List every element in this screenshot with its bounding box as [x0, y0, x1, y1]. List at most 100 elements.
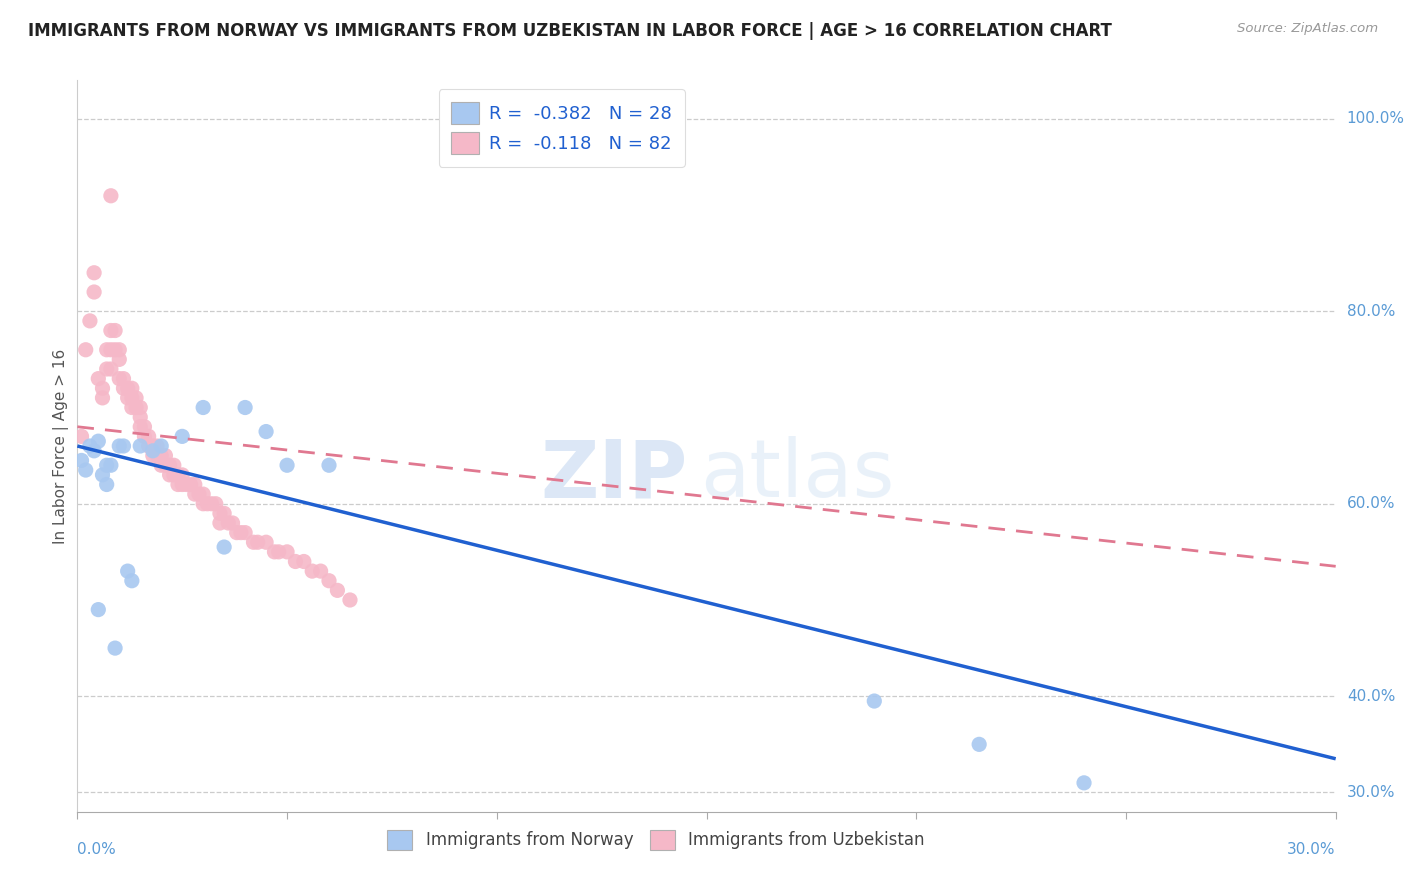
Text: 0.0%: 0.0% — [77, 842, 117, 857]
Point — [188, 487, 211, 501]
Point — [125, 391, 148, 405]
Point — [163, 467, 186, 482]
Point — [104, 641, 127, 656]
Point — [155, 458, 177, 473]
Point — [79, 314, 101, 328]
Point — [134, 429, 156, 443]
Point — [87, 434, 110, 449]
Point — [167, 467, 190, 482]
Text: atlas: atlas — [700, 436, 894, 515]
Point — [217, 516, 239, 530]
Point — [159, 467, 181, 482]
Point — [150, 439, 173, 453]
Point — [146, 449, 169, 463]
Text: IMMIGRANTS FROM NORWAY VS IMMIGRANTS FROM UZBEKISTAN IN LABOR FORCE | AGE > 16 C: IMMIGRANTS FROM NORWAY VS IMMIGRANTS FRO… — [28, 22, 1112, 40]
Point — [163, 458, 186, 473]
Point — [276, 545, 298, 559]
Point — [1073, 776, 1095, 790]
Point — [79, 439, 101, 453]
Point — [150, 449, 173, 463]
Point — [172, 467, 194, 482]
Point — [212, 540, 235, 554]
Point — [200, 497, 222, 511]
Point — [108, 352, 131, 367]
Point — [184, 487, 207, 501]
Point — [100, 458, 122, 473]
Point — [104, 343, 127, 357]
Point — [208, 516, 231, 530]
Point — [91, 467, 114, 482]
Point — [180, 477, 202, 491]
Point — [142, 449, 165, 463]
Point — [112, 381, 135, 395]
Point — [233, 525, 256, 540]
Point — [229, 525, 252, 540]
Point — [129, 419, 152, 434]
Point — [100, 343, 122, 357]
Text: 40.0%: 40.0% — [1347, 689, 1395, 704]
Point — [254, 535, 277, 549]
Point — [138, 439, 160, 453]
Point — [83, 443, 105, 458]
Point — [134, 419, 156, 434]
Point — [108, 371, 131, 385]
Text: 80.0%: 80.0% — [1347, 304, 1395, 318]
Point — [91, 381, 114, 395]
Point — [339, 593, 361, 607]
Point — [121, 574, 143, 588]
Point — [70, 453, 93, 467]
Text: 30.0%: 30.0% — [1288, 842, 1336, 857]
Point — [129, 439, 152, 453]
Text: 100.0%: 100.0% — [1347, 112, 1405, 127]
Point — [75, 463, 97, 477]
Point — [191, 497, 215, 511]
Point — [863, 694, 886, 708]
Point — [117, 564, 139, 578]
Point — [121, 391, 143, 405]
Point — [155, 449, 177, 463]
Point — [150, 458, 173, 473]
Point — [326, 583, 349, 598]
Point — [195, 497, 218, 511]
Point — [263, 545, 285, 559]
Point — [121, 381, 143, 395]
Point — [112, 371, 135, 385]
Point — [967, 737, 990, 751]
Point — [172, 477, 194, 491]
Point — [70, 429, 93, 443]
Point — [108, 343, 131, 357]
Point — [176, 477, 198, 491]
Point — [301, 564, 323, 578]
Point — [172, 429, 194, 443]
Point — [100, 324, 122, 338]
Point — [276, 458, 298, 473]
Point — [208, 507, 231, 521]
Point — [104, 324, 127, 338]
Point — [87, 371, 110, 385]
Point — [100, 188, 122, 202]
Point — [129, 401, 152, 415]
Text: 60.0%: 60.0% — [1347, 496, 1395, 511]
Point — [191, 401, 215, 415]
Point — [318, 458, 340, 473]
Text: Source: ZipAtlas.com: Source: ZipAtlas.com — [1237, 22, 1378, 36]
Legend: Immigrants from Norway, Immigrants from Uzbekistan: Immigrants from Norway, Immigrants from … — [380, 822, 934, 858]
Point — [125, 401, 148, 415]
Point — [159, 458, 181, 473]
Point — [138, 429, 160, 443]
Point — [233, 401, 256, 415]
Point — [121, 401, 143, 415]
Point — [225, 525, 247, 540]
Point — [117, 381, 139, 395]
Point — [83, 266, 105, 280]
Point — [112, 439, 135, 453]
Point — [284, 554, 307, 568]
Point — [117, 391, 139, 405]
Point — [318, 574, 340, 588]
Point — [83, 285, 105, 299]
Point — [146, 439, 169, 453]
Point — [292, 554, 315, 568]
Text: ZIP: ZIP — [540, 436, 688, 515]
Point — [108, 439, 131, 453]
Point — [96, 477, 118, 491]
